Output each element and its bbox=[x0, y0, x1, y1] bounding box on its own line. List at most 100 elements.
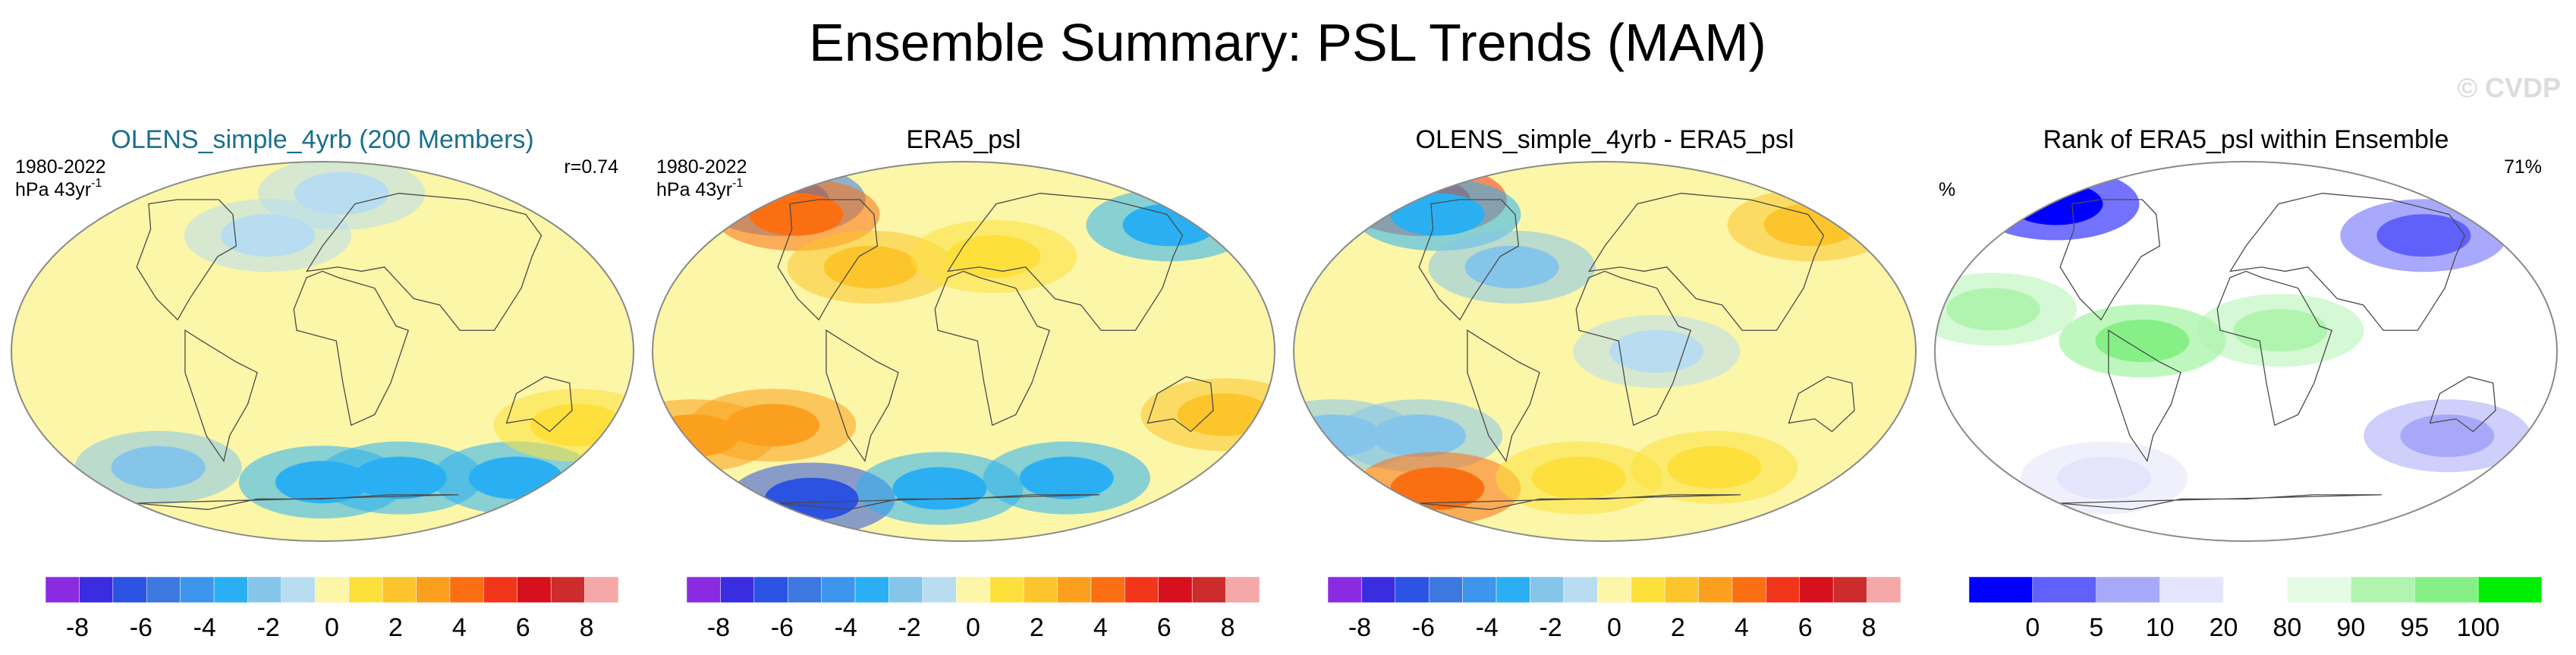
anomaly-core bbox=[2376, 214, 2471, 257]
watermark: © CVDP bbox=[2457, 72, 2561, 103]
panel-period-label: 1980-2022 bbox=[15, 156, 106, 178]
colorbar: -8 -6 -4 -2 0 2 4 6 8 bbox=[1327, 576, 1901, 642]
map bbox=[1294, 162, 1916, 541]
anomaly-core bbox=[294, 172, 389, 215]
coastline bbox=[1417, 494, 1741, 510]
colorbar-cell bbox=[517, 576, 552, 603]
coastline bbox=[776, 494, 1100, 510]
colorbar-tick-label: 20 bbox=[2210, 613, 2238, 642]
anomaly-core bbox=[2233, 309, 2328, 352]
map bbox=[653, 162, 1275, 541]
colorbar-cell bbox=[1361, 576, 1396, 603]
colorbar-cell bbox=[1327, 576, 1362, 603]
panel-title: OLENS_simple_4yrb (200 Members) bbox=[111, 125, 533, 154]
colorbar-tick-label: -6 bbox=[1412, 613, 1435, 642]
anomaly-core bbox=[764, 477, 859, 521]
coastline bbox=[135, 494, 459, 510]
colorbar-tick-label: 95 bbox=[2400, 613, 2429, 642]
colorbar-cell bbox=[247, 576, 282, 603]
colorbar-tick-label: 0 bbox=[325, 613, 339, 642]
colorbar-tick-label: -8 bbox=[707, 613, 730, 642]
coastline bbox=[1788, 376, 1855, 433]
colorbar-cell bbox=[1867, 576, 1901, 603]
anomaly-core bbox=[1464, 245, 1559, 288]
units-text: hPa 43yr bbox=[656, 179, 732, 200]
panel-3: OLENS_simple_4yrb - ERA5_psl -8 -6 -4 -2 0 2 4 6… bbox=[1293, 125, 1917, 642]
anomaly-core bbox=[1945, 288, 2040, 331]
panel-stat-label: 71% bbox=[2504, 156, 2542, 178]
colorbar-tick-label: 5 bbox=[2089, 613, 2103, 642]
colorbar-tick-label: 8 bbox=[1862, 613, 1876, 642]
colorbar-cell bbox=[1799, 576, 1834, 603]
colorbar-cell bbox=[1023, 576, 1058, 603]
colorbar-cell bbox=[1530, 576, 1565, 603]
coastline bbox=[2429, 376, 2496, 433]
colorbar-cell bbox=[2477, 576, 2543, 603]
map-outline bbox=[1934, 161, 2558, 542]
anomaly-core bbox=[111, 446, 206, 489]
anomaly-core bbox=[1177, 393, 1272, 436]
anomaly-core bbox=[1532, 456, 1627, 499]
panel-period-label: % bbox=[1939, 179, 1955, 200]
colorbar-cell bbox=[686, 576, 721, 603]
panel-4: Rank of ERA5_psl within Ensemble% 71% 0 5 10… bbox=[1934, 125, 2558, 642]
colorbar-cell bbox=[1057, 576, 1092, 603]
coastline bbox=[1418, 199, 1520, 321]
colorbar-cell bbox=[146, 576, 181, 603]
colorbar-cell bbox=[79, 576, 114, 603]
coastline bbox=[505, 376, 573, 433]
coastline bbox=[293, 270, 410, 427]
colorbar-tick-label: 0 bbox=[2025, 613, 2040, 642]
colorbar-tick-label: 4 bbox=[1735, 613, 1749, 642]
colorbar-cell bbox=[2223, 576, 2288, 603]
coastline bbox=[2059, 494, 2383, 510]
anomaly-core bbox=[1609, 330, 1704, 373]
colorbar-cell bbox=[1090, 576, 1125, 603]
colorbar-tick-label: 6 bbox=[1157, 613, 1172, 642]
colorbar-cell bbox=[1731, 576, 1766, 603]
colorbar-tick-label: -2 bbox=[898, 613, 920, 642]
panel-title: ERA5_psl bbox=[906, 125, 1021, 154]
colorbar-cell bbox=[1766, 576, 1801, 603]
panel-units-label: hPa 43yr-1 bbox=[15, 177, 102, 200]
colorbar-tick-label: 8 bbox=[1221, 613, 1235, 642]
anomaly-core bbox=[530, 404, 624, 447]
colorbar-tick-label: -6 bbox=[130, 613, 153, 642]
colorbar-tick-label: -2 bbox=[1539, 613, 1562, 642]
map-outline bbox=[11, 161, 634, 542]
anomaly-core bbox=[1667, 446, 1762, 489]
colorbar-cell bbox=[315, 576, 349, 603]
units-text: hPa 43yr bbox=[15, 179, 91, 200]
map bbox=[11, 162, 634, 541]
anomaly-core bbox=[1019, 456, 1114, 499]
colorbar-tick-label: 4 bbox=[452, 613, 467, 642]
colorbar-tick-label: 8 bbox=[580, 613, 594, 642]
anomaly-core bbox=[725, 404, 820, 447]
map bbox=[1935, 162, 2557, 541]
panel-title: OLENS_simple_4yrb - ERA5_psl bbox=[1416, 125, 1794, 154]
colorbar-tick-label: 0 bbox=[1607, 613, 1621, 642]
colorbar: 0 5 10 20 80 90 95 100 bbox=[1968, 576, 2543, 642]
colorbar-cell bbox=[180, 576, 215, 603]
units-superscript: -1 bbox=[732, 177, 743, 190]
colorbar-cell bbox=[1462, 576, 1497, 603]
colorbar-cell bbox=[1191, 576, 1226, 603]
colorbar-tick-label: 2 bbox=[388, 613, 403, 642]
colorbar-cell bbox=[2414, 576, 2479, 603]
coastline bbox=[2108, 329, 2181, 463]
colorbar-tick-label: 90 bbox=[2336, 613, 2365, 642]
colorbar-cell bbox=[922, 576, 957, 603]
anomaly-core bbox=[468, 456, 563, 499]
colorbar-cell bbox=[416, 576, 451, 603]
colorbar-tick-label: 4 bbox=[1093, 613, 1108, 642]
colorbar-cell bbox=[281, 576, 316, 603]
anomaly-core bbox=[2057, 456, 2152, 499]
panels: OLENS_simple_4yrb (200 Members)1980-2022… bbox=[11, 125, 2558, 642]
colorbar-cell bbox=[753, 576, 788, 603]
coastline bbox=[2216, 270, 2333, 427]
anomaly-core bbox=[892, 467, 987, 510]
anomaly-core bbox=[352, 456, 447, 499]
colorbar-cell bbox=[2032, 576, 2097, 603]
